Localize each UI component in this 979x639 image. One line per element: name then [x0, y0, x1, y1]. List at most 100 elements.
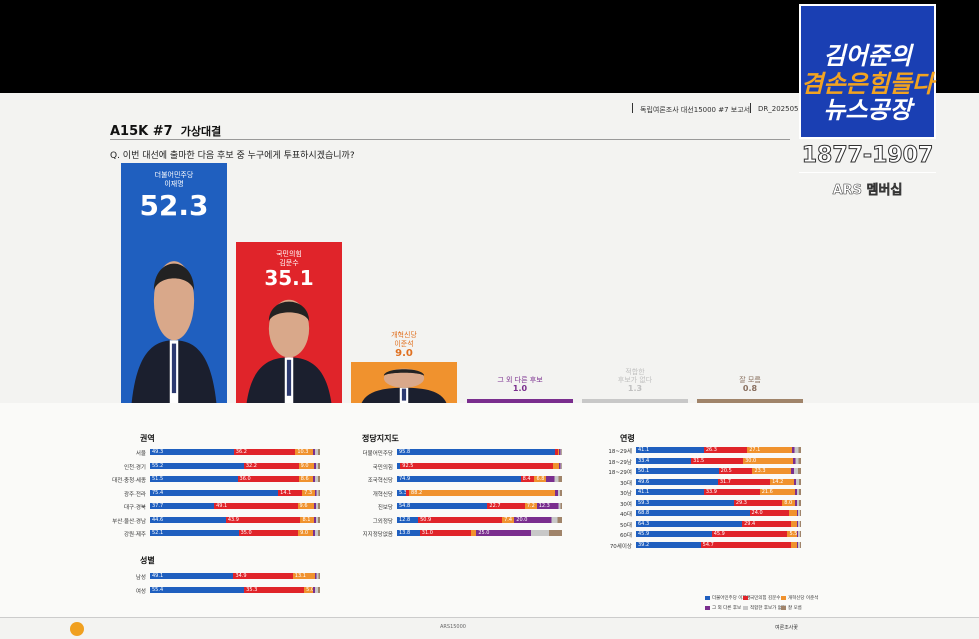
bar-segment: 41.1 [636, 447, 704, 453]
segment-value: 54.7 [702, 541, 714, 548]
candidate-portrait [131, 261, 217, 403]
segment-value: 49.1 [216, 503, 228, 509]
bar-segment: 21.6 [759, 489, 796, 495]
candidate-name: 이재명 [164, 180, 184, 188]
footer-center: ARS15000 [440, 624, 466, 630]
segment-value: 51.5 [152, 476, 164, 482]
row-label: 인천·경기 [124, 464, 146, 471]
segment-value: 50.9 [420, 516, 432, 523]
bar-segment [554, 489, 557, 496]
bar-segment-rest [793, 478, 801, 485]
bar-segment: 75.4 [150, 489, 279, 496]
bar-segment-rest [551, 476, 562, 482]
segment-value: 49.1 [152, 573, 164, 579]
row-label: 18~29여 [608, 470, 632, 476]
row-label: 지지정당없음 [362, 532, 393, 538]
bar-segment: 49.1 [150, 573, 234, 579]
segment-value: 22.7 [489, 503, 501, 509]
bar-segment: 14.2 [770, 478, 794, 485]
stacked-bar: 64.3 29.4 [636, 520, 801, 527]
bar-segment: 88.2 [409, 489, 555, 496]
segment-value: 68.8 [638, 510, 650, 516]
segment-value: 26.3 [705, 447, 717, 453]
stacked-bar: 33.4 31.5 30.0 [636, 457, 801, 464]
bar-segment [557, 449, 559, 455]
stacked-bar: 49.3 36.2 10.3 [150, 449, 320, 455]
header-separator [750, 103, 751, 113]
row-label: 30대 [619, 480, 632, 487]
stacked-bar: 52.1 35.0 9.0 [150, 530, 320, 536]
segment-value: 12.3 [538, 503, 550, 509]
legend-label: 잘 모름 [788, 606, 802, 611]
segment-value: 12.8 [399, 516, 411, 523]
stacked-bar: 45.9 45.9 5.5 [636, 531, 801, 537]
legend-swatch [705, 595, 710, 600]
legend-item: 개혁신당 이준석 [781, 595, 818, 601]
bar-segment: 5.0 [304, 586, 314, 593]
stacked-bar: 55.4 35.3 5.0 [150, 586, 320, 593]
segment-value: 55.2 [152, 462, 164, 469]
breakdown-panel: 권역 성별 정당지지도 연령 서울 49.3 36.2 10.3 인천·경기 55.2 32… [0, 403, 979, 639]
segment-value: 10.3 [297, 449, 309, 455]
segment-value: 8.0 [784, 499, 793, 506]
bar-segment: 55.2 [150, 462, 244, 469]
question-text: Q. 이번 대선에 출마한 다음 후보 중 누구에게 투표하시겠습니까? [110, 151, 355, 161]
bar-segment: 50.1 [636, 468, 719, 474]
bar-segment [545, 476, 552, 482]
bar-segment: 50.9 [418, 516, 503, 523]
slide-title: A15K #7 [110, 124, 173, 139]
bar-segment: 13.1 [292, 573, 316, 579]
ars-membership: ARS 멤버십 [832, 183, 903, 199]
segment-value: 33.9 [705, 489, 717, 495]
option-bar [582, 399, 688, 403]
stacked-bar: 5.3 88.2 [397, 489, 562, 496]
bar-segment: 54.8 [397, 503, 488, 509]
bar-segment-rest [314, 489, 320, 496]
candidate-name: 김문수 [279, 258, 299, 267]
bar-segment: 22.7 [487, 503, 525, 509]
stacked-bar: 59.3 29.3 8.0 [636, 499, 801, 506]
bar-segment: 14.1 [278, 489, 303, 496]
bar-segment: 54.7 [700, 541, 791, 548]
legend-label: 그 외 다른 후보 [712, 606, 742, 611]
stacked-bar: 44.6 43.9 8.1 [150, 516, 320, 523]
bar-segment: 33.9 [703, 489, 760, 495]
segment-value: 74.9 [399, 476, 411, 482]
row-label: 조국혁신당 [367, 478, 393, 484]
segment-value: 45.9 [713, 531, 725, 537]
legend-item: 잘 모름 [781, 605, 802, 611]
legend-item: 더불어민주당 이재명 [705, 595, 751, 601]
segment-value: 14.2 [772, 478, 784, 485]
bar-segment: 64.3 [636, 520, 743, 527]
bar-segment: 36.0 [237, 476, 299, 482]
bar-segment: 37.7 [150, 503, 215, 509]
bar-segment-rest [559, 449, 562, 455]
candidate-percent: 9.0 [395, 347, 413, 359]
bar-segment: 29.4 [742, 520, 791, 527]
bar-segment: 59.3 [636, 499, 734, 506]
bar-segment [558, 462, 560, 469]
bar-segment: 12.8 [397, 516, 419, 523]
segment-value: 27.1 [749, 447, 761, 453]
stacked-bar: 39.2 54.7 [636, 541, 801, 548]
segment-value: 37.7 [152, 503, 164, 509]
segment-value: 41.1 [638, 489, 650, 495]
bar-segment: 23.3 [752, 468, 791, 474]
segment-value: 55.4 [152, 586, 164, 593]
bar-segment [789, 510, 797, 516]
bar-segment: 51.5 [150, 476, 238, 482]
row-label: 서울 [135, 451, 146, 457]
segment-value: 25.0 [478, 530, 490, 536]
bar-segment [470, 530, 477, 536]
candidate-portrait [361, 368, 447, 403]
row-label: 더불어민주당 [362, 451, 393, 457]
segment-value: 54.8 [399, 503, 411, 509]
bar-segment: 30.0 [743, 457, 793, 464]
bar-segment: 8.1 [300, 516, 315, 523]
bar-segment: 52.1 [150, 530, 239, 536]
stacked-bar: 95.8 [397, 449, 562, 455]
legend-swatch [781, 605, 786, 610]
segment-value: 36.0 [239, 476, 251, 482]
legend-swatch [743, 595, 748, 600]
legend-item: 국민의힘 김문수 [743, 595, 780, 601]
